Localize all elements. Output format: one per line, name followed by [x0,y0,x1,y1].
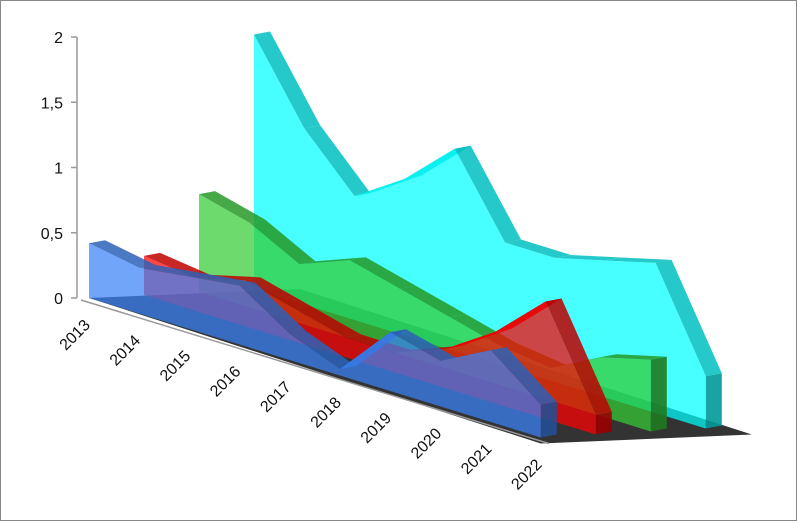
y-tick-label: 0 [54,291,63,308]
series-0-point-2018 [338,367,342,371]
series-0-point-2014 [137,266,141,270]
series-0-front-face [89,243,541,438]
series-3-top-segment [454,145,521,243]
series-1-end-cap [595,411,612,435]
series-3-point-2016 [403,177,407,181]
series-0-point-2021 [489,348,493,352]
x-tick-label: 2021 [458,441,495,478]
series-0-top-segment [490,347,557,405]
series-3-point-2022 [704,374,708,378]
series-1-top-segment [545,298,612,415]
series-1-top-segment [294,305,361,338]
series-3-point-2021 [654,261,658,265]
series-0-point-2013 [87,241,91,245]
series-0-top-segment [390,329,457,361]
series-1-point-2016 [293,307,297,311]
series-2-point-2014 [247,221,251,225]
series-2-top-segment [199,191,266,223]
series-3-point-2015 [352,194,356,198]
series-0-area [87,240,557,438]
series-3-top-segment [605,257,672,263]
series-3-point-2014 [302,126,306,130]
series-1-top-segment [244,277,311,309]
series-1-top-segment [144,252,211,278]
series-0-point-2016 [238,284,242,288]
x-axis-line [80,299,550,445]
series-0-top-segment [89,240,156,268]
series-0-end-cap [540,401,557,438]
series-0-top-segment [139,264,206,277]
series-3-top-segment [555,255,622,261]
series-1-point-2021 [544,300,548,304]
series-0-point-2015 [187,275,191,279]
y-tick-label: 1 [54,161,63,178]
y-tick-label: 0,5 [41,226,63,243]
series-0-point-2020 [438,359,442,363]
series-2-point-2015 [297,262,301,266]
series-3-top-segment [254,31,321,129]
series-2-top-segment [600,354,667,360]
series-2-top-segment [399,285,466,318]
x-tick-label: 2014 [107,332,144,369]
series-1-point-2019 [443,347,447,351]
x-tick-label: 2013 [57,317,94,354]
series-2-point-2016 [348,258,352,262]
series-2-point-2018 [448,315,452,319]
series-3-point-2017 [453,147,457,151]
series-3-top-segment [505,239,572,259]
series-2-top-segment [249,219,316,265]
x-tick-label: 2019 [358,410,395,447]
x-tick-label: 2018 [308,394,345,431]
series-2-top-segment [299,257,366,265]
series-2-point-2021 [599,355,603,359]
x-tick-label: 2017 [257,379,294,416]
series-1-point-2022 [594,413,598,417]
series-3-point-2018 [503,241,507,245]
series-1-point-2020 [493,330,497,334]
series-1-point-2013 [142,254,146,258]
series-2-point-2013 [197,192,201,196]
y-tick-label: 1,5 [41,95,63,112]
series-3-top-segment [655,259,722,377]
series-1-point-2017 [343,335,347,339]
y-tick-label: 2 [54,30,63,47]
series-0-top-segment [239,282,306,334]
series-3-point-2020 [603,258,607,262]
series-0-point-2019 [388,330,392,334]
x-tick-label: 2015 [157,348,194,385]
series-0-point-2022 [539,403,543,407]
series-2-point-2017 [398,287,402,291]
series-3-point-2019 [553,256,557,260]
series-0-top-segment [289,330,356,369]
x-tick-label: 2016 [207,363,244,400]
series-0-point-2017 [288,332,292,336]
series-3-area [252,31,722,429]
x-tick-label: 2022 [508,456,545,493]
series-2-end-cap [650,356,667,432]
series-3-front-face [254,34,706,429]
series-3-end-cap [705,373,722,429]
series-0-top-segment [189,273,256,286]
series-3-point-2013 [252,33,256,37]
x-tick-label: 2020 [408,425,445,462]
series-2-point-2022 [649,358,653,362]
series-2-top-segment [349,257,416,289]
series-3-top-segment [304,125,371,197]
